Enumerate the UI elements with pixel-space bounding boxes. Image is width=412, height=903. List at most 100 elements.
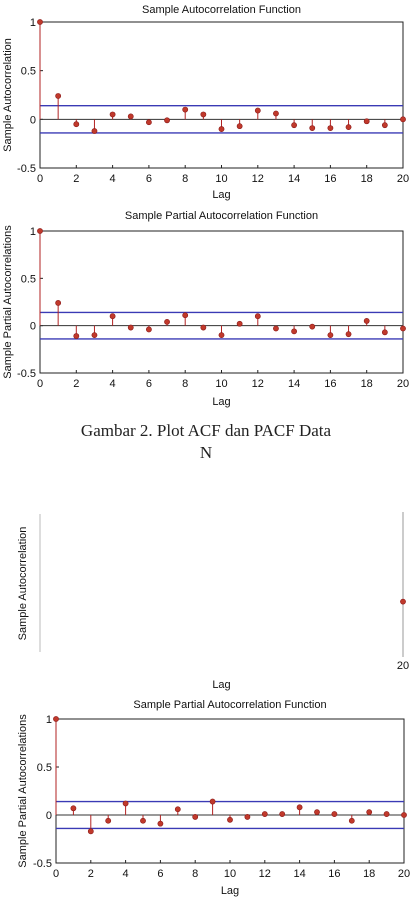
plot-frame (39, 21, 404, 169)
chart-title: Sample Autocorrelation Function (142, 4, 301, 16)
x-tick-label: 20 (398, 868, 410, 880)
y-tick-label: 0.5 (21, 66, 36, 78)
stem-marker (383, 811, 390, 817)
stem-marker (164, 117, 170, 124)
stem-marker (296, 804, 303, 811)
y-axis-label: Sample Partial Autocorrelations (17, 714, 29, 868)
stem-marker (291, 328, 297, 335)
x-tick-label: 18 (361, 173, 373, 185)
stem-marker (140, 817, 146, 824)
stem-marker (218, 126, 225, 132)
stem-marker (401, 812, 407, 818)
y-tick-label: 0 (46, 810, 52, 822)
x-tick-label: 12 (252, 378, 264, 390)
stem-marker (109, 111, 116, 118)
stem-marker (55, 300, 62, 306)
stem-marker (366, 809, 373, 816)
stem-marker (279, 811, 286, 817)
stem-marker (200, 324, 207, 331)
x-tick-label: 8 (192, 868, 198, 880)
stem-marker (309, 125, 316, 131)
stem-marker (192, 814, 199, 820)
plot-frame (55, 718, 405, 864)
acf-chart: Sample Autocorrelation Function Lag Sample… (2, 4, 409, 201)
stem-marker (400, 325, 406, 332)
stem-marker (363, 118, 370, 125)
stem-marker (381, 329, 388, 336)
stem-marker (400, 116, 406, 123)
y-tick-label: 0 (30, 321, 36, 333)
x-axis-label: Lag (212, 679, 230, 691)
stem-marker (200, 111, 207, 118)
x-tick-label: 16 (324, 173, 336, 185)
stem-marker (91, 128, 98, 134)
x-tick-label: 20 (397, 660, 409, 672)
x-tick-label: 6 (146, 173, 152, 185)
y-axis-label: Sample Autocorrelation (2, 38, 14, 152)
stem-marker (345, 331, 352, 338)
x-tick-label: 6 (157, 868, 163, 880)
x-tick-label: 0 (37, 378, 43, 390)
x-tick-label: 14 (288, 173, 300, 185)
stem-marker (348, 817, 355, 824)
y-tick-label: 1 (30, 226, 36, 238)
y-tick-label: -0.5 (33, 858, 52, 870)
x-tick-label: 18 (363, 868, 375, 880)
y-tick-label: 1 (30, 17, 36, 29)
y-tick-label: 0.5 (21, 273, 36, 285)
x-tick-label: 4 (110, 173, 116, 185)
x-tick-label: 10 (215, 173, 227, 185)
x-tick-label: 0 (37, 173, 43, 185)
stem-marker (53, 716, 59, 722)
chart-title: Sample Partial Autocorrelation Function (125, 210, 318, 222)
x-tick-label: 10 (215, 378, 227, 390)
stem-marker (273, 110, 279, 117)
x-tick-label: 18 (361, 378, 373, 390)
x-tick-label: 12 (252, 173, 264, 185)
stem-marker (105, 817, 112, 824)
y-tick-label: 0 (30, 114, 36, 126)
y-axis-label: Sample Partial Autocorrelations (2, 225, 14, 379)
stem-marker (87, 828, 94, 835)
caption-line-1: Gambar 2. Plot ACF dan PACF Data (80, 421, 332, 440)
stem-marker (91, 332, 98, 339)
y-tick-label: 0.5 (37, 762, 52, 774)
stem-marker (164, 318, 170, 325)
figure-caption: Gambar 2. Plot ACF dan PACF Data (0, 421, 412, 443)
x-tick-label: 0 (53, 868, 59, 880)
x-tick-label: 4 (110, 378, 116, 390)
stem-marker (227, 816, 233, 823)
stem-marker (182, 312, 189, 319)
stem-marker (209, 798, 216, 805)
stem-marker (145, 119, 152, 126)
chart-title: Sample Partial Autocorrelation Function (133, 699, 326, 711)
stem-marker (145, 326, 152, 333)
stem-marker (261, 811, 268, 817)
x-tick-label: 4 (123, 868, 129, 880)
stem-marker (309, 323, 316, 330)
x-tick-label: 8 (182, 173, 188, 185)
stem-marker (400, 598, 406, 605)
x-tick-label: 20 (397, 173, 409, 185)
stem-marker (70, 805, 77, 812)
stem-marker (381, 122, 388, 129)
x-axis-label: Lag (212, 396, 230, 408)
x-tick-label: 2 (88, 868, 94, 880)
x-tick-label: 16 (324, 378, 336, 390)
y-axis-label: Sample Autocorrelation (17, 527, 29, 641)
x-tick-label: 2 (73, 378, 79, 390)
x-tick-label: 6 (146, 378, 152, 390)
stem-marker (127, 324, 134, 331)
x-tick-label: 10 (224, 868, 236, 880)
stem-marker (291, 122, 297, 129)
pacf-chart-2: Sample Partial Autocorrelation Function L… (17, 699, 410, 897)
x-tick-label: 20 (397, 378, 409, 390)
stem-marker (73, 333, 80, 339)
stem-marker (37, 19, 43, 25)
stem-marker (73, 121, 80, 128)
x-tick-label: 2 (73, 173, 79, 185)
stem-marker (327, 332, 334, 339)
y-tick-label: -0.5 (17, 368, 36, 380)
stem-marker (273, 325, 279, 332)
stem-marker (174, 806, 181, 813)
